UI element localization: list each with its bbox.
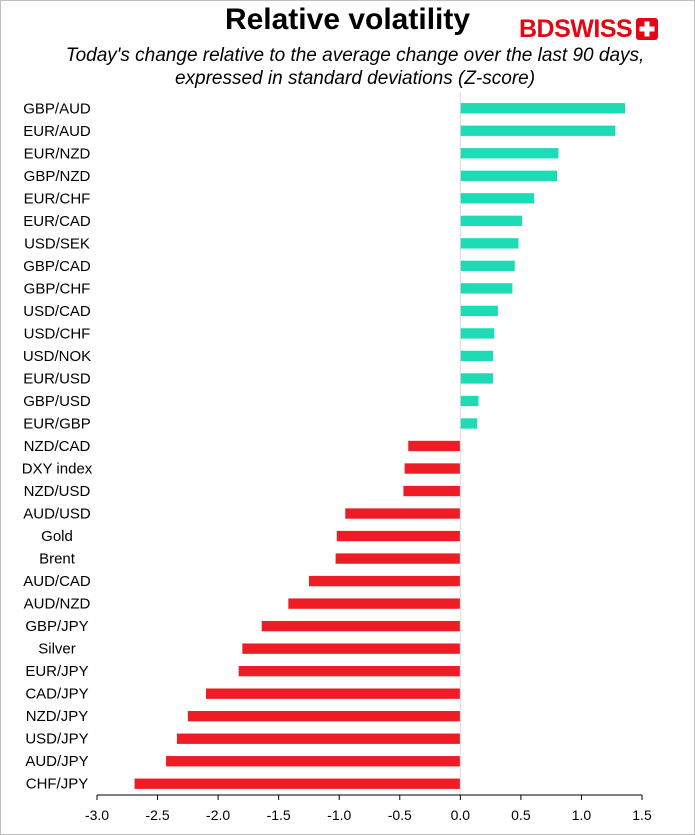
- bar-gbp-usd: [460, 395, 479, 407]
- bar-eur-nzd: [460, 148, 559, 159]
- bar-gbp-chf: [460, 283, 513, 294]
- category-label: EUR/CHF: [24, 190, 91, 207]
- category-label: GBP/USD: [23, 393, 91, 410]
- bars-group: [134, 103, 626, 789]
- bar-aud-nzd: [288, 598, 461, 609]
- bar-gold: [336, 530, 461, 542]
- x-tick-label: 0.0: [451, 807, 471, 823]
- category-label: EUR/GBP: [23, 415, 91, 432]
- x-axis: -3.0 -2.5 -2.0 -1.5 -1.0 -0.5 0.0 0.5 1.0 1.5: [85, 92, 652, 823]
- category-label: AUD/NZD: [24, 596, 91, 613]
- category-label: EUR/CAD: [23, 213, 91, 230]
- category-label: NZD/JPY: [26, 708, 89, 725]
- category-label: AUD/CAD: [23, 573, 91, 590]
- x-tick-label: -0.5: [388, 807, 412, 823]
- category-label: GBP/NZD: [24, 168, 91, 185]
- bar-gbp-cad: [460, 260, 515, 272]
- bar-eur-jpy: [238, 665, 461, 677]
- x-tick-label: -2.5: [145, 807, 169, 823]
- bar-aud-usd: [345, 508, 461, 519]
- category-label: GBP/CHF: [24, 280, 91, 297]
- category-label: CHF/JPY: [26, 776, 89, 793]
- bar-usd-sek: [460, 238, 519, 249]
- bar-aud-jpy: [166, 756, 461, 767]
- category-label: USD/CHF: [24, 325, 91, 342]
- bar-aud-cad: [308, 575, 461, 587]
- bar-brent: [335, 553, 461, 564]
- x-tick-label: 0.5: [511, 807, 531, 823]
- bar-nzd-jpy: [187, 711, 461, 722]
- category-label: USD/CAD: [23, 303, 91, 320]
- category-label: NZD/USD: [24, 483, 91, 500]
- category-labels: GBP/AUD EUR/AUD EUR/NZD GBP/NZD EUR/CHF EUR/C…: [22, 100, 93, 792]
- bar-nzd-cad: [408, 440, 461, 452]
- category-label: DXY index: [22, 461, 93, 478]
- swiss-cross-icon: [636, 18, 659, 40]
- bar-nzd-usd: [403, 485, 461, 497]
- bar-dxy-index: [404, 463, 461, 474]
- bar-silver: [242, 643, 461, 654]
- category-label: CAD/JPY: [25, 686, 88, 703]
- bar-gbp-aud: [460, 103, 626, 114]
- bar-gbp-jpy: [261, 620, 461, 632]
- bar-eur-cad: [460, 215, 523, 227]
- category-label: USD/NOK: [23, 348, 91, 365]
- x-tick-label: -1.0: [327, 807, 351, 823]
- x-tick-label: -1.5: [267, 807, 291, 823]
- chart-subtitle: Today's change relative to the average c…: [65, 45, 645, 89]
- bar-chf-jpy: [134, 778, 461, 789]
- category-label: AUD/JPY: [25, 753, 88, 770]
- bar-usd-cad: [460, 305, 498, 317]
- bar-cad-jpy: [206, 688, 461, 699]
- category-label: USD/SEK: [24, 235, 90, 252]
- category-label: EUR/JPY: [25, 663, 88, 680]
- bar-eur-usd: [460, 373, 494, 384]
- category-label: GBP/AUD: [23, 100, 91, 117]
- category-label: EUR/AUD: [23, 123, 91, 140]
- bar-gbp-nzd: [460, 170, 558, 181]
- bdswiss-logo: BDSWISS: [519, 14, 659, 44]
- x-tick-label: 1.0: [572, 807, 592, 823]
- chart-title: Relative volatility: [224, 3, 471, 36]
- category-label: Gold: [41, 528, 73, 545]
- category-label: Brent: [39, 551, 76, 568]
- x-tick-label: 1.5: [632, 807, 652, 823]
- x-tick-label: -2.0: [206, 807, 230, 823]
- x-tick-label: -3.0: [85, 807, 109, 823]
- category-label: NZD/CAD: [24, 438, 91, 455]
- bar-usd-nok: [460, 350, 494, 362]
- category-label: GBP/CAD: [23, 258, 91, 275]
- category-label: EUR/USD: [23, 370, 91, 387]
- logo-text: BDSWISS: [519, 14, 633, 43]
- bar-eur-chf: [460, 193, 535, 204]
- category-label: Silver: [38, 641, 76, 658]
- category-label: USD/JPY: [25, 731, 88, 748]
- category-label: AUD/USD: [23, 506, 91, 523]
- bar-usd-chf: [460, 328, 495, 339]
- category-label: EUR/NZD: [24, 145, 91, 162]
- bar-eur-gbp: [460, 418, 478, 429]
- bar-usd-jpy: [176, 733, 461, 744]
- category-label: GBP/JPY: [25, 618, 88, 635]
- bar-eur-aud: [460, 125, 616, 136]
